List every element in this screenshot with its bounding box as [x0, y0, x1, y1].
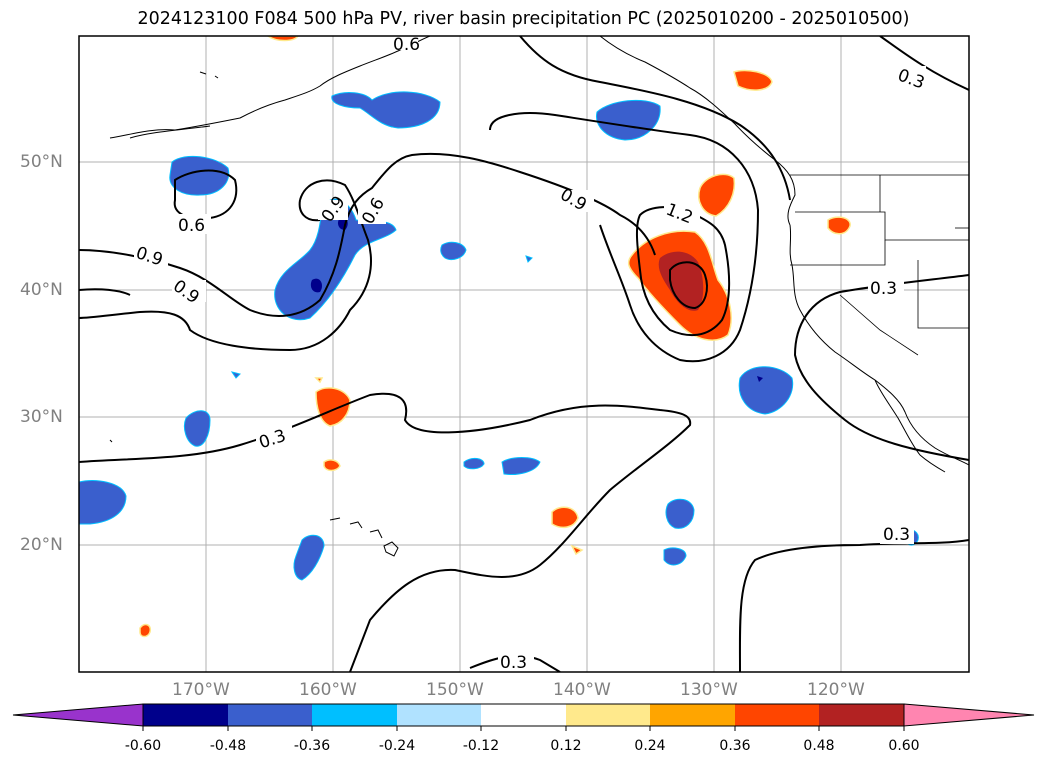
pv-contours [79, 36, 969, 672]
colorbar-label: 0.24 [634, 738, 666, 754]
colorbar-label: 0.60 [888, 738, 920, 754]
colorbar-label: 0.12 [550, 738, 582, 754]
orange-blob [570, 544, 584, 556]
blue-blob [331, 91, 441, 129]
contour-label: 0.3 [500, 653, 527, 673]
pv-contour-0.9 [489, 112, 760, 363]
blue-blob [293, 534, 325, 581]
lon-tick-label: 140°W [553, 680, 611, 700]
orange-blob [314, 377, 324, 384]
bc-coast [599, 36, 796, 226]
lon-tick-label: 170°W [172, 680, 230, 700]
pv-contour-0.3 [879, 36, 969, 91]
pv-contour-1.2 [669, 261, 708, 310]
colorbar-label: -0.12 [462, 738, 500, 754]
contour-label: 0.6 [178, 216, 205, 236]
colorbar [12, 703, 1035, 731]
contour-labels: 0.6 0.3 0.6 0.9 0.6 0.9 0.9 0.9 1.2 0.3 … [133, 35, 927, 673]
blue-blob [230, 371, 241, 379]
orange-blob [827, 216, 851, 235]
pv-contour-0.9 [79, 288, 131, 296]
lat-tick-label: 20°N [20, 535, 63, 555]
colorbar-label: -0.60 [124, 738, 162, 754]
lon-tick-label: 150°W [426, 680, 484, 700]
lon-tick-label: 130°W [680, 680, 738, 700]
coastlines [109, 36, 969, 557]
contour-label: 0.6 [393, 35, 420, 55]
positive-pc-shading [139, 36, 851, 638]
political-borders [790, 174, 969, 356]
colorbar-label: -0.24 [378, 738, 416, 754]
hawaii-islands [329, 517, 399, 557]
contour-label: 0.3 [883, 525, 910, 545]
lon-tick-label: 160°W [299, 680, 357, 700]
lat-tick-label: 40°N [20, 280, 63, 300]
lat-tick-label: 30°N [20, 407, 63, 427]
blue-blob [665, 498, 695, 529]
lat-tick-label: 50°N [20, 152, 63, 172]
baja-coast [874, 379, 946, 473]
orange-blob [698, 173, 736, 217]
contour-label: 0.3 [870, 279, 897, 299]
blue-blob [663, 547, 687, 566]
orange-blob [551, 506, 579, 529]
blue-blob [596, 99, 661, 141]
blue-blob [440, 241, 467, 261]
gridlines [79, 36, 969, 672]
pv-contour-0.6 [173, 169, 238, 220]
blue-blob [183, 410, 211, 447]
pv-contour-0.3 [519, 36, 791, 201]
map-frame [78, 35, 970, 673]
colorbar-extend-high [903, 703, 1035, 727]
blue-blob [463, 457, 485, 470]
blue-blob [274, 198, 397, 321]
colorbar-label: 0.48 [803, 738, 835, 754]
colorbar-extend-low [12, 703, 144, 727]
orange-blob [315, 387, 351, 427]
pv-contour-0.6 [79, 179, 372, 352]
pv-contour-0.3 [793, 274, 969, 461]
pv-contour-0.3 [738, 539, 969, 672]
blue-blob [79, 480, 127, 525]
orange-blob [323, 459, 341, 472]
orange-blob [733, 69, 773, 91]
blue-blob [501, 457, 541, 475]
colorbar-label: -0.48 [209, 738, 247, 754]
map-title: 2024123100 F084 500 hPa PV, river basin … [137, 9, 910, 29]
colorbar-label: -0.36 [293, 738, 331, 754]
blue-blob [169, 155, 230, 196]
lon-tick-label: 120°W [807, 680, 865, 700]
pv-contour-0.3 [79, 392, 692, 672]
us-west-coast [789, 224, 969, 466]
blue-blob [738, 366, 794, 415]
colorbar-label: 0.36 [719, 738, 751, 754]
blue-blob [525, 255, 533, 263]
pv-contour-0.6 [298, 199, 321, 222]
orange-blob [139, 623, 152, 638]
